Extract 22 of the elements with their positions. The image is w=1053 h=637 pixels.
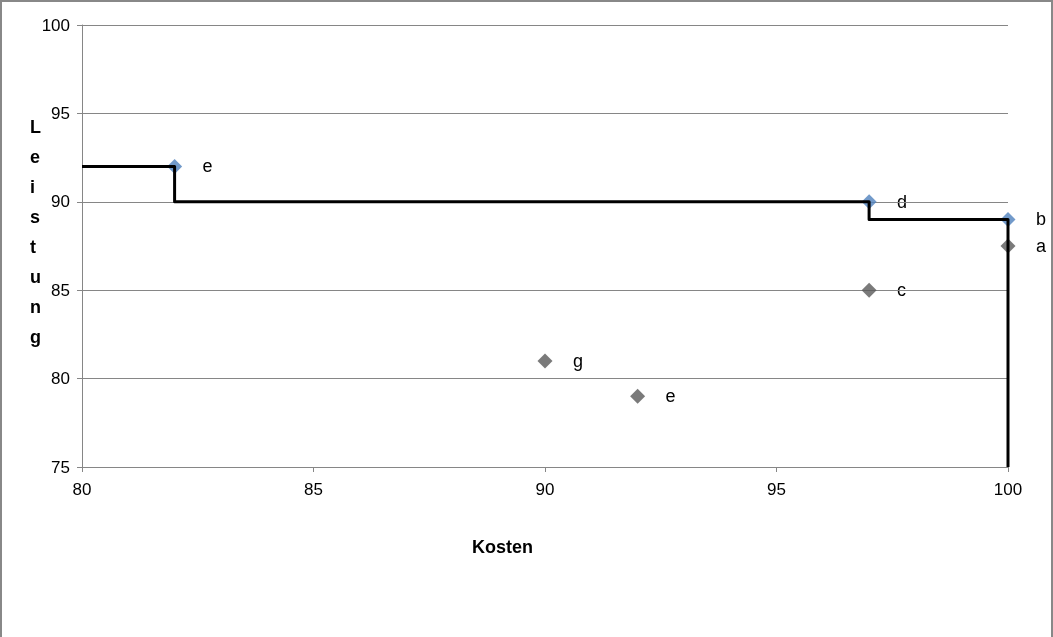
annotation: b bbox=[1036, 209, 1047, 230]
y-axis-title: Leistung bbox=[30, 117, 41, 347]
x-tick-label: 95 bbox=[767, 480, 786, 499]
point bbox=[861, 282, 877, 298]
annotation: e bbox=[665, 386, 676, 407]
x-axis-title: Kosten bbox=[472, 537, 534, 557]
x-tick-label: 85 bbox=[304, 480, 323, 499]
annotation: c bbox=[897, 280, 907, 301]
y-tick-label: 85 bbox=[51, 280, 70, 300]
annotation: e bbox=[202, 156, 213, 177]
x-tick-label: 100 bbox=[993, 480, 1023, 499]
x-tick-label: 80 bbox=[72, 480, 92, 499]
point bbox=[537, 353, 553, 369]
point bbox=[630, 388, 646, 404]
annotation: g bbox=[573, 350, 584, 371]
annotation: a bbox=[1036, 236, 1047, 256]
y-tick-label: 80 bbox=[51, 369, 70, 389]
y-tick-label: 95 bbox=[51, 103, 70, 123]
y-tick-label: 90 bbox=[51, 192, 70, 212]
y-tick-label: 75 bbox=[51, 457, 70, 477]
x-tick-label: 90 bbox=[535, 480, 555, 499]
y-tick-label: 100 bbox=[41, 15, 70, 35]
